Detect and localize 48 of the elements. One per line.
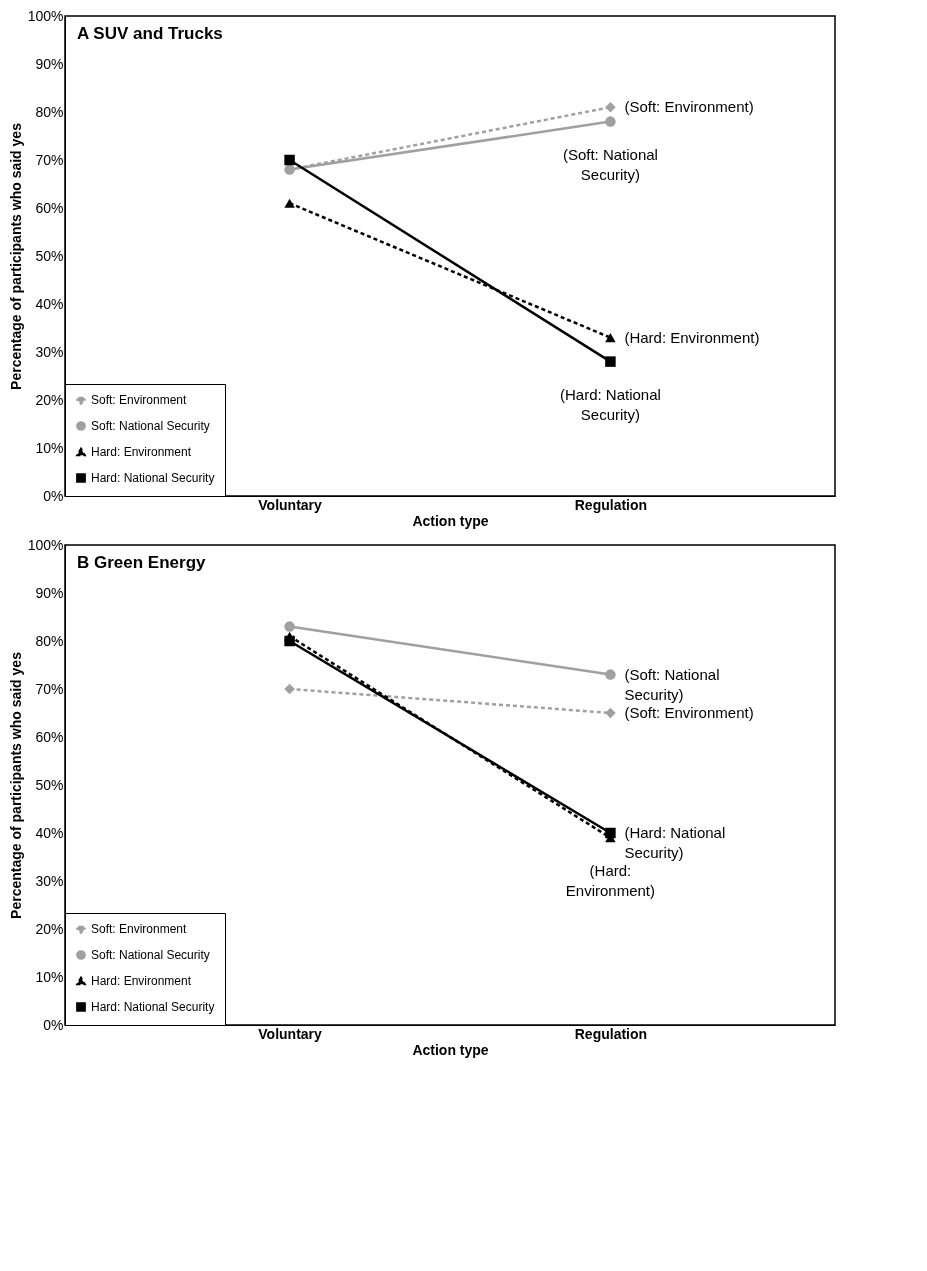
x-tick-label: Voluntary [258, 496, 323, 513]
annotation: (Soft: National Security) [562, 145, 658, 183]
legend-label: Soft: National Security [91, 419, 210, 433]
y-tick-label: 80% [35, 103, 64, 120]
x-axis-title: Action type [412, 512, 489, 529]
chart-title: A SUV and Trucks [77, 24, 223, 43]
y-tick-label: 100% [27, 536, 64, 553]
y-tick-label: 30% [35, 872, 64, 889]
y-tick-label: 10% [35, 439, 64, 456]
y-tick-label: 90% [35, 55, 64, 72]
y-tick-label: 60% [35, 199, 64, 216]
legend-label: Soft: Environment [91, 922, 188, 936]
y-tick-label: 20% [35, 920, 64, 937]
annotation: (Hard: National Security) [559, 385, 661, 423]
annotation: (Soft: Environment) [624, 98, 754, 116]
y-tick-label: 100% [27, 7, 64, 24]
y-tick-label: 70% [35, 151, 64, 168]
y-tick-label: 20% [35, 391, 64, 408]
y-tick-label: 70% [35, 680, 64, 697]
chart-title: B Green Energy [77, 553, 207, 572]
annotation: (Hard: Environment) [565, 861, 656, 899]
legend-label: Hard: National Security [91, 1000, 215, 1014]
y-tick-label: 40% [35, 295, 64, 312]
y-axis-title: Percentage of participants who said yes [7, 122, 24, 390]
y-axis-title: Percentage of participants who said yes [7, 651, 24, 919]
y-tick-label: 30% [35, 343, 64, 360]
legend-label: Hard: National Security [91, 471, 215, 485]
annotation: (Soft: Environment) [624, 704, 754, 721]
legend-label: Hard: Environment [91, 974, 192, 988]
y-tick-label: 80% [35, 632, 64, 649]
legend-label: Hard: Environment [91, 445, 192, 459]
y-tick-label: 0% [43, 1016, 64, 1033]
annotation: (Soft: National Security) [624, 665, 720, 703]
y-tick-label: 40% [35, 824, 64, 841]
annotation: (Hard: Environment) [624, 328, 760, 346]
x-tick-label: Regulation [574, 1025, 648, 1042]
legend-label: Soft: National Security [91, 948, 210, 962]
x-axis-title: Action type [412, 1041, 489, 1058]
legend-label: Soft: Environment [91, 393, 188, 407]
x-tick-label: Voluntary [258, 1025, 323, 1042]
y-tick-label: 10% [35, 968, 64, 985]
y-tick-label: 90% [35, 584, 64, 601]
x-tick-label: Regulation [574, 496, 648, 513]
y-tick-label: 50% [35, 776, 64, 793]
y-tick-label: 0% [43, 487, 64, 504]
y-tick-label: 60% [35, 728, 64, 745]
y-tick-label: 50% [35, 247, 64, 264]
annotation: (Hard: National Security) [624, 824, 726, 861]
